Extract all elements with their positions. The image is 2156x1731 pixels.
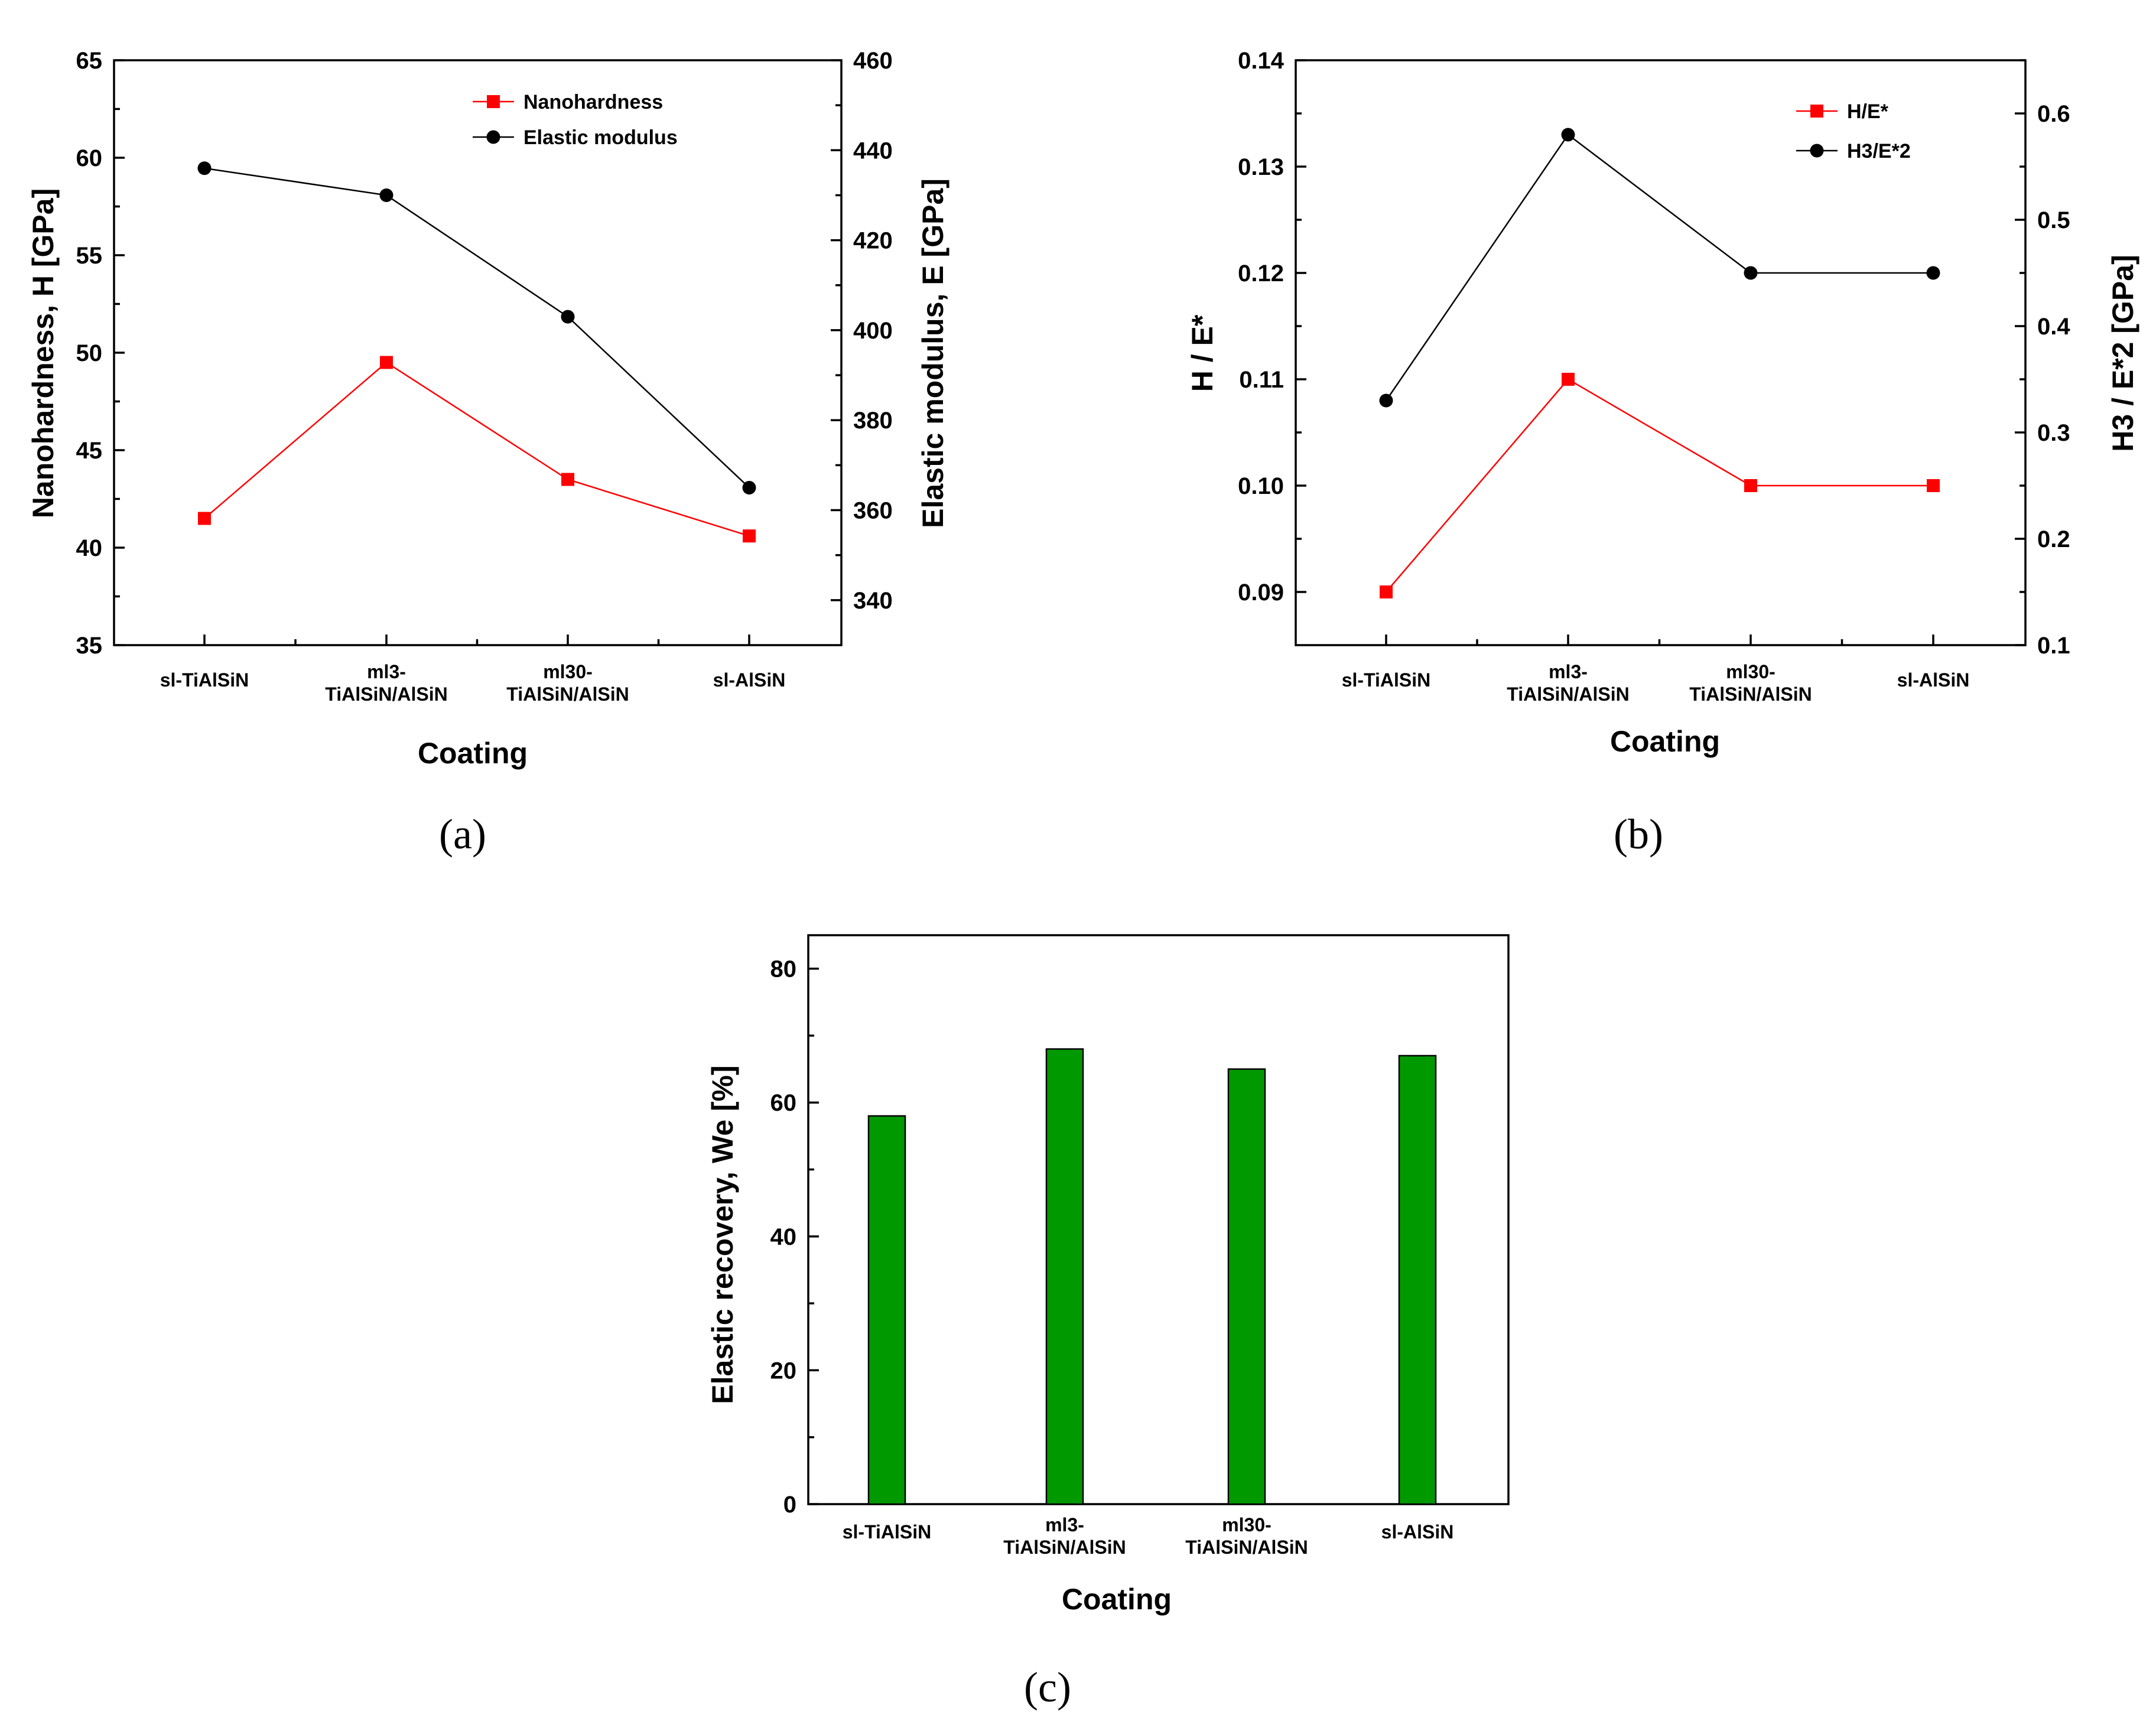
panel-b-left-tick-label: 0.12	[1238, 261, 1284, 287]
panel-b-right-tick-label: 0.2	[2037, 526, 2070, 552]
panel-a-right-tick-label: 420	[853, 228, 893, 254]
panel-b-left-tick-label: 0.11	[1239, 367, 1284, 393]
panel-a-x-axis-title: Coating	[418, 737, 528, 770]
panel-a-point-elastic-modulus	[197, 161, 212, 175]
panel-b-category-label: ml30-TiAlSiN/AlSiN	[1689, 661, 1812, 705]
panel-a-left-tick-label: 60	[76, 145, 103, 171]
panel-a-point-elastic-modulus	[379, 188, 394, 202]
panel-a-point-nanohardness	[380, 356, 393, 369]
panel-b-x-axis-title: Coating	[1610, 725, 1720, 758]
panel-a-left-tick-label: 35	[76, 633, 103, 659]
panel-a-point-nanohardness	[561, 473, 574, 486]
panel-a-point-nanohardness	[743, 529, 756, 543]
panel-c-category-label: sl-TiAlSiN	[843, 1521, 932, 1543]
panel-b-legend-label-h3-over-e2: H3/E*2	[1847, 140, 1911, 162]
panel-a-category-label: sl-TiAlSiN	[160, 669, 249, 691]
panel-c-tick-label: 80	[770, 956, 797, 982]
panel-a-left-tick-label: 55	[76, 243, 103, 269]
panel-a-point-elastic-modulus	[742, 480, 756, 494]
panel-b-point-h-over-e	[1744, 479, 1757, 492]
panel-b-left-tick-label: 0.10	[1238, 473, 1284, 499]
panel-c-frame	[807, 934, 1510, 1505]
panel-b-left-tick-label: 0.09	[1238, 580, 1284, 606]
panel-a-point-elastic-modulus	[561, 310, 575, 324]
panel-c-x-axis-title: Coating	[1062, 1583, 1172, 1616]
panel-b-right-tick-label: 0.3	[2037, 420, 2070, 446]
panel-b-right-tick-label: 0.6	[2037, 101, 2070, 127]
panel-c-bar	[1227, 1068, 1266, 1505]
panel-b-legend-marker-h3-over-e2	[1810, 144, 1824, 158]
panel-a-left-tick-label: 40	[76, 535, 103, 561]
panel-b-point-h3-over-e2	[1379, 393, 1393, 408]
panel-c-category-label: ml3-TiAlSiN/AlSiN	[1003, 1514, 1126, 1558]
panel-a-right-tick-label: 340	[853, 588, 893, 614]
panel-c-category-label: ml30-TiAlSiN/AlSiN	[1185, 1514, 1308, 1558]
panel-b-point-h-over-e	[1562, 373, 1575, 386]
panel-a-right-tick-label: 440	[853, 138, 893, 164]
panel-b-left-tick-label: 0.13	[1238, 154, 1284, 180]
panel-a-left-tick-label: 50	[76, 340, 103, 366]
panel-b-point-h-over-e	[1927, 479, 1940, 492]
panel-a-category-label: ml3-TiAlSiN/AlSiN	[325, 661, 447, 705]
panel-b-left-axis-title: H / E*	[1186, 314, 1219, 392]
panel-b-right-tick-label: 0.4	[2037, 314, 2070, 340]
panel-b-category-label: ml3-TiAlSiN/AlSiN	[1507, 661, 1629, 705]
panel-b-caption: (b)	[1614, 811, 1663, 858]
panel-b-legend-marker-h-over-e	[1810, 105, 1823, 118]
panel-a-series-line-nanohardness	[204, 361, 750, 537]
panel-a-legend-label-elastic-modulus: Elastic modulus	[523, 126, 678, 149]
panel-a-legend-marker-elastic-modulus	[486, 130, 500, 144]
panel-a-left-tick-label: 45	[76, 438, 103, 464]
panel-c-bar	[867, 1115, 906, 1505]
panel-b-point-h3-over-e2	[1744, 266, 1758, 280]
panel-b-category-label: sl-TiAlSiN	[1342, 669, 1431, 691]
panel-a-legend-label-nanohardness: Nanohardness	[523, 91, 663, 113]
panel-a-legend-marker-nanohardness	[487, 95, 500, 108]
panel-b-series-line-h3-over-e2	[1385, 134, 1933, 401]
panel-c-y-axis-title: Elastic recovery, We [%]	[706, 1065, 739, 1404]
panel-c-category-label: sl-AlSiN	[1381, 1521, 1454, 1543]
panel-b-left-tick-label: 0.14	[1238, 48, 1285, 74]
panel-c-bar	[1398, 1055, 1437, 1505]
panel-c-tick-label: 40	[770, 1224, 797, 1250]
panel-b-right-axis-title: H3 / E*2 [GPa]	[2106, 255, 2139, 451]
panel-b-right-tick-label: 0.5	[2037, 207, 2070, 233]
panel-b-point-h3-over-e2	[1926, 266, 1940, 280]
panel-a-series-line-elastic-modulus	[204, 167, 750, 489]
panel-a-left-tick-label: 65	[76, 48, 103, 74]
panel-a-category-label: ml30-TiAlSiN/AlSiN	[506, 661, 629, 705]
panel-a-left-axis-title: Nanohardness, H [GPa]	[27, 188, 60, 518]
panel-c-tick-label: 0	[783, 1492, 796, 1518]
panel-a-category-label: sl-AlSiN	[713, 669, 786, 691]
panel-a-right-tick-label: 400	[853, 318, 893, 344]
panel-c-tick-label: 20	[770, 1358, 797, 1384]
panel-c-bar	[1045, 1048, 1084, 1505]
panel-b-legend-label-h-over-e: H/E*	[1847, 100, 1889, 123]
panel-b-series-line-h-over-e	[1386, 378, 1933, 593]
panel-a-point-nanohardness	[198, 512, 211, 525]
panel-a-right-tick-label: 360	[853, 498, 893, 524]
panel-a-right-tick-label: 460	[853, 48, 893, 74]
panel-b-point-h3-over-e2	[1561, 128, 1575, 142]
panel-b-point-h-over-e	[1380, 585, 1393, 598]
panel-a-caption: (a)	[439, 811, 486, 858]
panel-c-caption: (c)	[1024, 1664, 1071, 1711]
panel-a-frame	[113, 59, 843, 646]
panel-a-right-axis-title: Elastic modulus, E [GPa]	[916, 178, 949, 528]
panel-b-category-label: sl-AlSiN	[1897, 669, 1970, 691]
panel-a-right-tick-label: 380	[853, 408, 893, 434]
panel-b-frame	[1295, 59, 2027, 646]
panel-b-right-tick-label: 0.1	[2037, 633, 2070, 659]
panel-c-tick-label: 60	[770, 1090, 797, 1116]
